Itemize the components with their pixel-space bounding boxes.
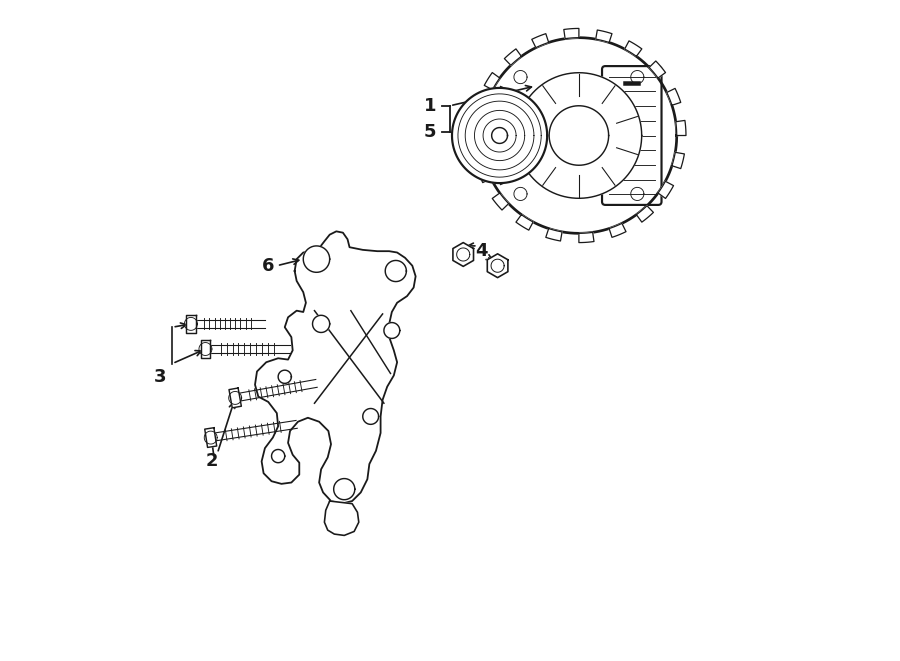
Polygon shape [229,388,241,408]
Text: 3: 3 [154,368,166,386]
Polygon shape [334,479,355,500]
Polygon shape [201,340,210,358]
Polygon shape [487,254,508,278]
Polygon shape [649,61,665,78]
Polygon shape [563,28,579,38]
Polygon shape [667,89,680,105]
Polygon shape [484,73,500,90]
Polygon shape [186,315,195,333]
Text: 6: 6 [262,256,274,275]
Polygon shape [491,128,508,143]
Polygon shape [596,30,612,42]
Polygon shape [204,428,217,447]
Polygon shape [452,88,547,183]
Polygon shape [504,49,521,65]
Polygon shape [363,408,379,424]
Polygon shape [272,449,284,463]
Polygon shape [672,152,684,169]
Polygon shape [516,215,533,230]
Polygon shape [516,73,642,198]
Text: 2: 2 [206,452,219,471]
Text: 5: 5 [424,123,436,141]
Polygon shape [473,102,486,119]
Text: 4: 4 [475,242,488,260]
Polygon shape [549,106,608,165]
Polygon shape [324,501,359,535]
Text: 1: 1 [424,97,436,115]
Polygon shape [609,223,626,237]
Polygon shape [532,34,549,48]
FancyBboxPatch shape [602,66,662,205]
Polygon shape [658,181,673,198]
Polygon shape [384,323,400,338]
Polygon shape [545,229,562,241]
Polygon shape [385,260,407,282]
Polygon shape [472,136,482,151]
Polygon shape [676,120,686,136]
Polygon shape [303,246,329,272]
Polygon shape [636,206,653,222]
Polygon shape [312,315,329,332]
Polygon shape [477,166,491,182]
Polygon shape [492,193,508,210]
Polygon shape [482,38,677,233]
Polygon shape [579,233,594,243]
Polygon shape [453,243,473,266]
Polygon shape [278,370,292,383]
Polygon shape [255,231,416,504]
Polygon shape [625,41,642,56]
